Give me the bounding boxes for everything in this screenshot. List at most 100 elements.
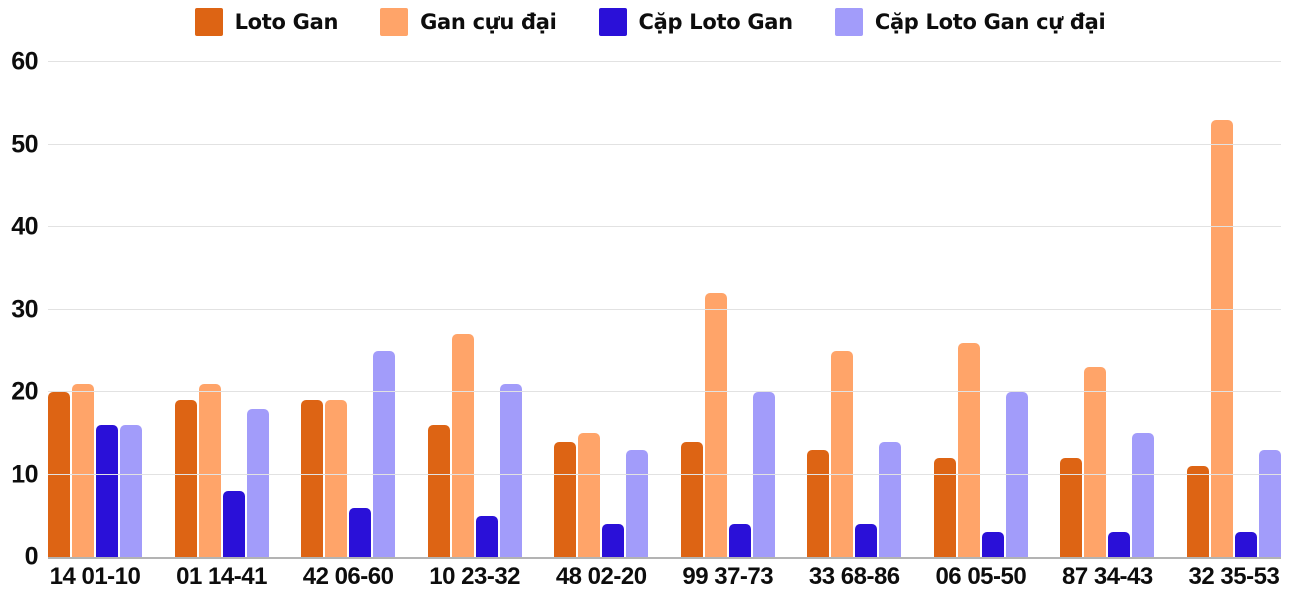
bar[interactable]	[1005, 392, 1028, 557]
legend-label: Cặp Loto Gan	[638, 10, 794, 34]
x-axis-slot: 01 14-41	[175, 565, 269, 589]
y-axis-label: 60	[11, 47, 38, 76]
x-axis-label: 42 06-60	[302, 563, 394, 590]
bar-group	[554, 62, 649, 557]
legend-item[interactable]: Cặp Loto Gan cự đại	[834, 8, 1106, 36]
gridline	[48, 226, 1281, 227]
bar-group	[1186, 62, 1281, 557]
bar[interactable]	[626, 449, 649, 557]
y-axis-label: 30	[11, 295, 38, 323]
x-axis-label: 06 05-50	[935, 563, 1027, 590]
bar[interactable]	[602, 524, 625, 557]
bar[interactable]	[325, 400, 348, 557]
bar-groups	[48, 62, 1281, 557]
y-axis-label: 10	[11, 460, 38, 488]
bar[interactable]	[879, 441, 902, 557]
bar[interactable]	[1108, 532, 1131, 557]
bar[interactable]	[1084, 367, 1107, 557]
bar-group	[680, 62, 775, 557]
bar[interactable]	[981, 532, 1004, 557]
bar[interactable]	[1186, 466, 1209, 557]
bar[interactable]	[222, 491, 245, 557]
bar[interactable]	[246, 408, 269, 557]
bar[interactable]	[1210, 119, 1233, 557]
bar[interactable]	[680, 441, 703, 557]
legend-item[interactable]: Loto Gan	[194, 8, 339, 36]
x-axis-label: 32 35-53	[1188, 563, 1280, 590]
y-axis-label: 50	[11, 130, 38, 158]
bar[interactable]	[174, 400, 197, 557]
legend-item[interactable]: Gan cựu đại	[380, 8, 557, 36]
bar[interactable]	[752, 392, 775, 557]
y-axis-label: 20	[11, 377, 38, 406]
x-axis-slot: 06 05-50	[934, 565, 1028, 589]
gridline	[48, 473, 1281, 475]
bar-group	[1060, 62, 1155, 557]
gridline	[48, 308, 1281, 310]
bar[interactable]	[373, 350, 396, 557]
bar[interactable]	[120, 425, 142, 557]
bar[interactable]	[475, 515, 498, 557]
y-axis-label: 40	[11, 212, 38, 241]
y-axis-label: 0	[24, 542, 39, 571]
bar-group	[174, 62, 269, 557]
legend-label: Cặp Loto Gan cự đại	[874, 10, 1106, 34]
x-axis-label: 01 14-41	[176, 563, 267, 590]
x-axis-slot: 42 06-60	[301, 565, 395, 589]
bar[interactable]	[807, 449, 830, 557]
legend-swatch-icon	[194, 8, 223, 36]
bar[interactable]	[728, 524, 751, 557]
gridline	[48, 61, 1281, 62]
bar[interactable]	[349, 507, 372, 557]
chart-legend: Loto Gan Gan cựu đại Cặp Loto Gan Cặp Loto …	[0, 8, 1300, 36]
x-axis-slot: 87 34-43	[1060, 565, 1154, 589]
x-axis-slot: 33 68-86	[807, 565, 901, 589]
legend-item[interactable]: Cặp Loto Gan	[598, 8, 794, 36]
bar[interactable]	[831, 350, 854, 557]
legend-swatch-icon	[380, 8, 409, 36]
bar[interactable]	[301, 400, 324, 557]
bar[interactable]	[499, 383, 522, 557]
bar-group	[301, 62, 396, 557]
gridline	[48, 391, 1281, 392]
x-axis-slot: 48 02-20	[554, 565, 648, 589]
x-axis-label: 10 23-32	[429, 563, 521, 590]
x-axis-label: 99 37-73	[682, 563, 774, 590]
x-axis-slot: 99 37-73	[681, 565, 775, 589]
bar[interactable]	[48, 392, 70, 557]
x-axis-label: 87 34-43	[1062, 563, 1153, 590]
x-axis-label: 33 68-86	[808, 563, 900, 590]
x-axis-slot: 14 01-10	[48, 565, 142, 589]
bar[interactable]	[554, 441, 577, 557]
bar[interactable]	[855, 524, 878, 557]
gridline	[48, 143, 1281, 145]
x-axis-label: 14 01-10	[49, 563, 141, 590]
bar[interactable]	[451, 334, 474, 557]
legend-swatch-icon	[598, 8, 627, 36]
bar-group	[427, 62, 522, 557]
bar[interactable]	[933, 458, 956, 557]
bar-group	[933, 62, 1028, 557]
x-axis-label: 48 02-20	[555, 563, 647, 590]
bar[interactable]	[578, 433, 601, 557]
bar[interactable]	[198, 383, 221, 557]
bar[interactable]	[957, 342, 980, 557]
bar-group	[48, 62, 142, 557]
bar-group	[807, 62, 902, 557]
x-axis-labels: 14 01-10 01 14-41 42 06-60 10 23-32 48 02-20…	[48, 565, 1281, 589]
legend-label: Gan cựu đại	[420, 10, 557, 34]
x-axis-slot: 10 23-32	[428, 565, 522, 589]
bar[interactable]	[427, 425, 450, 557]
x-axis-slot: 32 35-53	[1187, 565, 1281, 589]
bar[interactable]	[704, 293, 727, 557]
legend-swatch-icon	[834, 8, 863, 36]
legend-label: Loto Gan	[234, 10, 339, 34]
plot-area	[48, 61, 1281, 559]
bar[interactable]	[1060, 458, 1083, 557]
bar[interactable]	[96, 425, 118, 557]
bar[interactable]	[1234, 532, 1257, 557]
bar[interactable]	[1258, 449, 1281, 557]
bar[interactable]	[72, 383, 94, 557]
bar[interactable]	[1132, 433, 1155, 557]
